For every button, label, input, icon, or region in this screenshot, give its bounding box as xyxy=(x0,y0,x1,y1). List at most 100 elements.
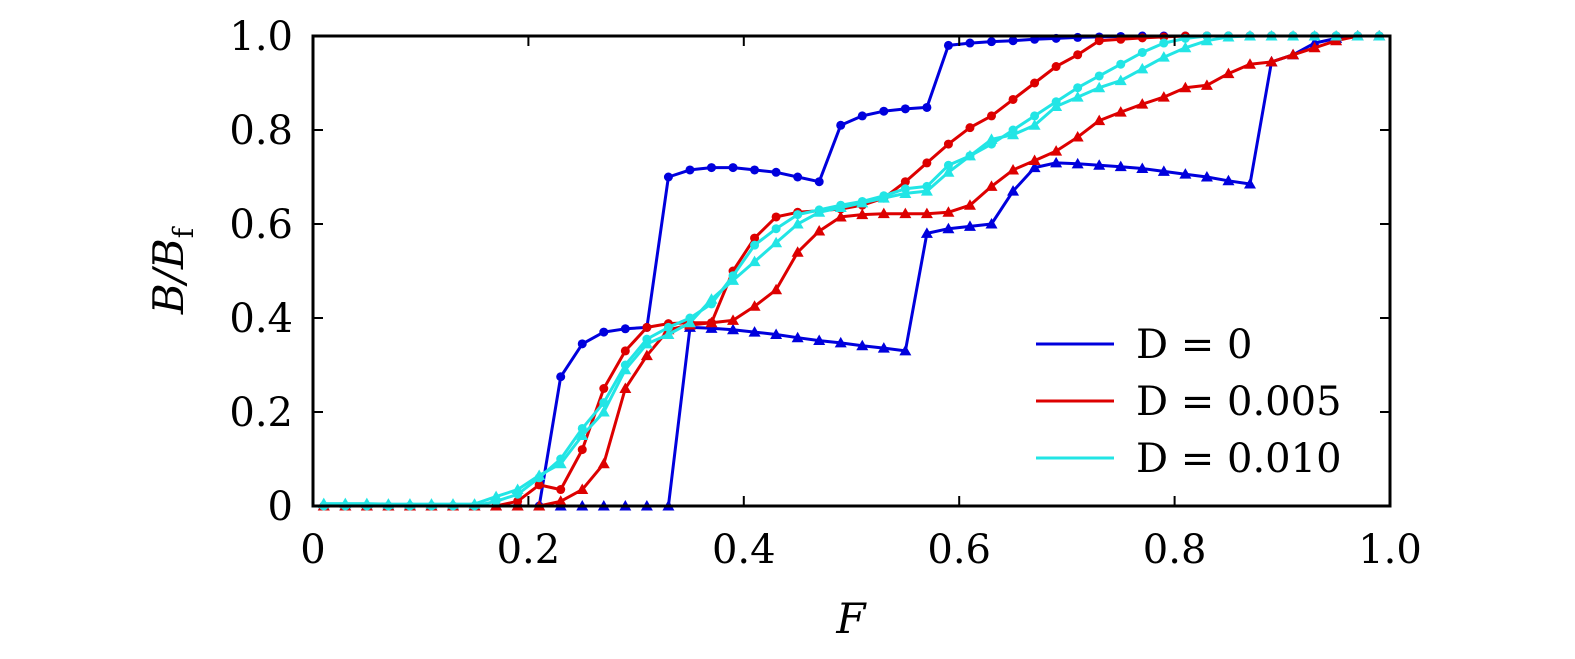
data-point xyxy=(556,372,566,382)
data-point xyxy=(985,133,998,144)
data-point xyxy=(1071,157,1084,169)
data-point xyxy=(1008,36,1018,46)
data-point xyxy=(942,166,955,177)
legend: D = 0 D = 0.005 D = 0.010 xyxy=(1036,322,1342,482)
data-point xyxy=(662,328,675,339)
y-axis-label-main: B/B xyxy=(144,238,193,315)
data-point xyxy=(1073,50,1083,60)
data-point xyxy=(877,192,890,203)
data-point xyxy=(771,167,781,177)
data-point xyxy=(1265,55,1278,67)
data-point xyxy=(1051,62,1061,72)
y-tick-label: 0 xyxy=(268,484,293,530)
y-tick-label: 0.2 xyxy=(229,390,293,436)
data-point xyxy=(619,363,632,375)
data-point xyxy=(727,314,740,325)
data-point xyxy=(793,172,803,182)
data-point xyxy=(1071,131,1084,142)
data-point xyxy=(685,165,695,175)
series-2 xyxy=(317,30,1386,511)
data-point xyxy=(1071,91,1084,102)
data-point xyxy=(1137,47,1147,57)
data-point xyxy=(965,123,975,133)
data-point xyxy=(640,337,653,349)
data-point xyxy=(1200,34,1213,46)
y-axis-label-subscript: f xyxy=(167,225,200,238)
data-point xyxy=(770,283,783,295)
data-point xyxy=(856,208,869,220)
data-point xyxy=(1073,83,1083,93)
data-point xyxy=(900,104,910,114)
data-point xyxy=(856,339,869,351)
data-point xyxy=(642,322,652,332)
data-point xyxy=(1136,98,1149,109)
data-point xyxy=(791,331,804,343)
data-point xyxy=(942,206,955,217)
data-point xyxy=(771,224,781,234)
data-point xyxy=(770,328,783,339)
data-point xyxy=(791,246,804,257)
data-point xyxy=(965,38,975,48)
data-point xyxy=(1028,119,1041,130)
data-point xyxy=(856,196,869,208)
x-tick-label: 0.4 xyxy=(712,527,776,573)
data-point xyxy=(727,323,740,335)
data-point xyxy=(705,322,718,333)
data-point xyxy=(963,149,976,161)
data-point xyxy=(942,222,955,234)
data-point xyxy=(1030,78,1040,88)
data-point xyxy=(727,274,740,285)
data-point xyxy=(620,346,630,356)
data-point xyxy=(1116,59,1126,69)
legend-label: D = 0 xyxy=(1136,322,1252,368)
data-point xyxy=(1094,36,1104,46)
data-point xyxy=(1007,163,1020,175)
data-point xyxy=(1222,67,1235,79)
data-point xyxy=(922,158,932,168)
data-point xyxy=(577,339,587,349)
data-point xyxy=(793,210,803,220)
data-point xyxy=(599,384,609,393)
data-point xyxy=(899,344,912,356)
data-point xyxy=(857,111,867,121)
data-point xyxy=(554,495,567,506)
data-point xyxy=(1093,114,1106,126)
x-tick-label: 0.2 xyxy=(497,527,561,573)
data-point xyxy=(1114,160,1127,172)
data-point xyxy=(1050,100,1063,111)
data-point xyxy=(899,207,912,219)
data-point xyxy=(1200,79,1213,90)
data-point xyxy=(1030,111,1040,121)
series-layer xyxy=(317,30,1386,511)
data-point xyxy=(987,37,997,47)
y-tick-label: 0.8 xyxy=(229,108,293,154)
data-point xyxy=(511,483,524,495)
y-tick-label: 0.4 xyxy=(229,296,293,342)
data-point xyxy=(1157,91,1170,102)
data-point xyxy=(750,233,760,243)
y-tick-label: 1.0 xyxy=(229,14,293,60)
data-point xyxy=(943,139,953,149)
data-point xyxy=(683,316,696,328)
data-point xyxy=(771,212,781,222)
data-point xyxy=(922,102,932,112)
data-point xyxy=(1179,41,1192,53)
data-point xyxy=(899,187,912,198)
data-point xyxy=(554,457,567,469)
data-point xyxy=(963,199,976,210)
data-point xyxy=(597,457,610,469)
data-point xyxy=(1007,128,1020,140)
data-point xyxy=(985,218,998,229)
data-point xyxy=(619,382,632,393)
data-point xyxy=(663,322,673,332)
data-point xyxy=(1200,171,1213,182)
data-point xyxy=(577,423,587,433)
data-point xyxy=(900,177,910,187)
data-point xyxy=(599,327,609,337)
data-point xyxy=(1287,48,1300,60)
data-point xyxy=(1159,38,1169,48)
data-point xyxy=(1157,165,1170,176)
x-tick-label: 0 xyxy=(300,527,325,573)
data-point xyxy=(813,206,826,217)
